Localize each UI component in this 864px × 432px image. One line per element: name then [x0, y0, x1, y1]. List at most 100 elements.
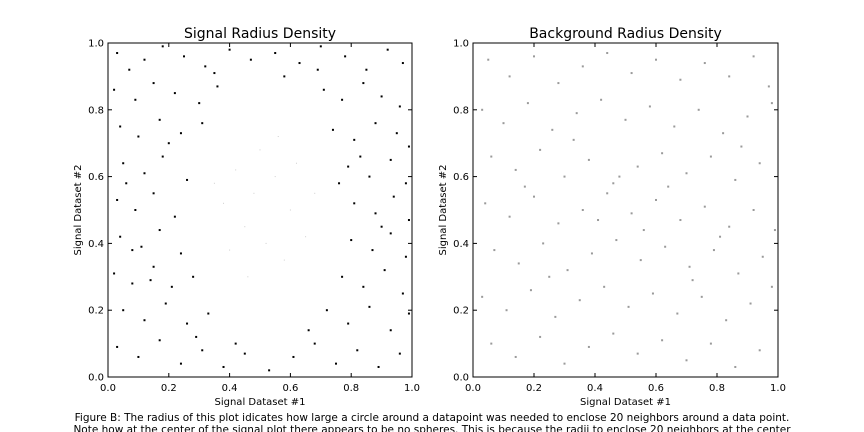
data-point [709, 342, 712, 345]
data-point [386, 48, 389, 51]
data-point-faint [253, 192, 255, 194]
data-point [578, 299, 581, 302]
x-tick-label: 0.2 [161, 383, 177, 394]
data-point [648, 105, 651, 108]
data-point-faint [235, 169, 237, 171]
data-point [697, 108, 700, 111]
data-point [228, 48, 231, 51]
data-point [195, 335, 198, 338]
data-point [630, 212, 633, 215]
data-point [404, 182, 407, 185]
data-point [508, 215, 511, 218]
data-point [737, 272, 740, 275]
data-point [661, 152, 664, 155]
data-point [688, 265, 691, 268]
data-point [404, 255, 407, 258]
data-point [143, 58, 146, 61]
data-point [350, 239, 353, 242]
data-point [119, 125, 122, 128]
data-point [722, 132, 725, 135]
data-point [575, 112, 578, 115]
y-tick-label: 0.0 [88, 373, 104, 384]
data-point [664, 245, 667, 248]
data-point-faint [274, 176, 276, 178]
data-point [204, 65, 207, 68]
data-point [651, 292, 654, 295]
data-point [179, 362, 182, 365]
data-point [761, 255, 764, 258]
data-point [490, 342, 493, 345]
data-point [158, 118, 161, 121]
data-point [283, 75, 286, 78]
data-point [728, 225, 731, 228]
data-point [113, 272, 116, 275]
data-point [234, 342, 237, 345]
data-point [134, 98, 137, 101]
data-point [377, 365, 380, 368]
data-point [407, 145, 410, 148]
data-point-faint [283, 259, 285, 261]
data-point [389, 329, 392, 332]
y-tick-label: 1.0 [453, 39, 469, 50]
data-point [749, 302, 752, 305]
y-axis-label: Signal Dataset #2 [73, 165, 84, 256]
x-tick-label: 0.6 [648, 383, 664, 394]
data-point [298, 62, 301, 65]
y-tick-label: 0.4 [453, 239, 469, 250]
data-point [615, 239, 618, 242]
data-point [529, 289, 532, 292]
data-point [201, 349, 204, 352]
chart-title: Signal Radius Density [184, 26, 336, 42]
data-point [505, 309, 508, 312]
x-tick-label: 0.0 [100, 383, 116, 394]
data-point [407, 219, 410, 222]
data-point-faint [295, 162, 297, 164]
data-point [728, 75, 731, 78]
data-point-faint [223, 202, 225, 204]
data-point [581, 209, 584, 211]
data-point [606, 192, 609, 195]
data-point [587, 345, 590, 348]
data-point [338, 182, 341, 185]
data-point [134, 209, 137, 211]
x-tick-label: 0.4 [587, 383, 603, 394]
data-point [493, 249, 496, 252]
data-point [143, 319, 146, 322]
data-point [331, 128, 334, 131]
data-point [152, 265, 155, 268]
data-point [746, 115, 749, 118]
x-tick-label: 0.6 [282, 383, 298, 394]
data-point-faint [229, 249, 231, 251]
data-point [481, 108, 484, 111]
data-point [597, 219, 600, 222]
data-point [642, 229, 645, 232]
x-tick-label: 0.0 [465, 383, 481, 394]
data-point [740, 145, 743, 148]
caption-line-1: Figure B: The radius of this plot idicat… [74, 412, 790, 424]
data-point [344, 55, 347, 58]
data-point [213, 72, 216, 75]
data-point [624, 118, 627, 121]
data-point [356, 349, 359, 352]
data-point [243, 352, 246, 355]
data-point [636, 165, 639, 168]
data-point [116, 198, 119, 201]
background-radius-density-plot: 0.0 0.2 0.4 0.6 0.8 1.0 0.0 0.2 0.4 0.6 0.8 1.0 Back… [438, 26, 786, 408]
data-point-faint [265, 242, 267, 244]
data-point [655, 198, 657, 201]
data-point [758, 162, 761, 165]
data-point [216, 85, 219, 88]
data-point [612, 182, 615, 185]
data-point [173, 215, 176, 218]
x-tick-label: 0.8 [343, 383, 359, 394]
data-point [374, 212, 377, 215]
data-point [362, 82, 365, 85]
data-point [368, 305, 371, 308]
data-point [700, 295, 703, 298]
data-point [685, 172, 688, 175]
data-point [551, 128, 554, 131]
data-point [207, 312, 210, 315]
data-point [679, 78, 682, 81]
data-point [161, 45, 164, 48]
data-point [481, 295, 484, 298]
